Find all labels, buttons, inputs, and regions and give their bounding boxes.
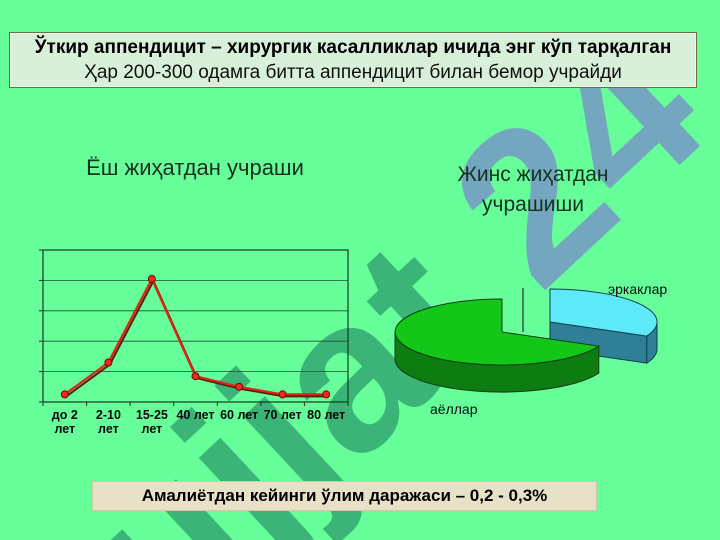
pie-slice-label-women: аёллар	[430, 401, 478, 417]
pie-chart-title: Жинс жиҳатдан учрашиши	[418, 160, 648, 220]
x-axis-label: 2-10	[96, 408, 121, 422]
x-axis-label: до 2	[52, 408, 78, 422]
data-point	[147, 274, 156, 283]
x-axis-label: 40 лет	[176, 408, 214, 422]
slide-title-line2: Ҳар 200-300 одамга битта аппендицит била…	[84, 62, 622, 83]
data-point	[191, 372, 200, 381]
title-box: Ўткир аппендицит – хирургик касалликлар …	[9, 32, 697, 88]
slide-title-line1: Ўткир аппендицит – хирургик касалликлар …	[34, 37, 672, 58]
pie-chart-title-line2: учрашиши	[482, 193, 584, 216]
plot-border	[42, 249, 349, 403]
data-point	[104, 358, 113, 367]
footer-note-text: Амалиётдан кейинги ўлим даражаси – 0,2 -…	[141, 486, 548, 505]
data-point	[235, 382, 244, 391]
x-axis-label: 60 лет	[220, 408, 258, 422]
pie-women-top	[394, 298, 600, 366]
x-axis-label: лет	[54, 422, 75, 436]
data-point	[278, 390, 287, 399]
line-chart-title: Ёш жиҳатдан учраши	[86, 155, 304, 180]
pie-men-top	[549, 288, 658, 337]
gender-pie-chart	[394, 288, 658, 393]
x-axis-label: 70 лет	[264, 408, 302, 422]
x-axis-label: лет	[142, 422, 163, 436]
x-axis-label: 15-25	[136, 408, 168, 422]
footer-note-bar: Амалиётдан кейинги ўлим даражаси – 0,2 -…	[92, 481, 597, 511]
x-axis-label: лет	[98, 422, 119, 436]
pie-chart-title-line1: Жинс жиҳатдан	[457, 163, 609, 186]
data-point	[322, 390, 331, 399]
data-point	[60, 390, 69, 399]
x-axis-label: 80 лет	[307, 408, 345, 422]
pie-slice-label-men: эркаклар	[608, 281, 668, 297]
